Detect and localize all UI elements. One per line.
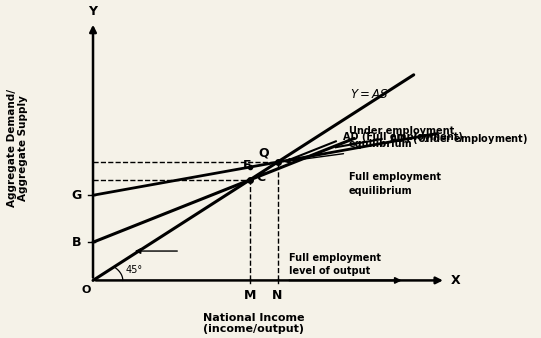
Text: Under employment
equilibrium: Under employment equilibrium bbox=[348, 125, 454, 149]
Text: X: X bbox=[450, 274, 460, 287]
Text: O: O bbox=[82, 285, 91, 295]
Text: Q: Q bbox=[259, 146, 269, 159]
Text: Aggregate Demand/
Aggregate Supply: Aggregate Demand/ Aggregate Supply bbox=[6, 89, 28, 207]
Text: G: G bbox=[71, 189, 82, 202]
Text: Y: Y bbox=[89, 4, 97, 18]
Text: AD$_1$ (Under employment): AD$_1$ (Under employment) bbox=[388, 132, 527, 146]
Text: Full employment
equilibrium: Full employment equilibrium bbox=[348, 172, 440, 196]
Text: N: N bbox=[272, 289, 283, 302]
Text: M: M bbox=[243, 289, 256, 302]
Text: $Y = AS$: $Y = AS$ bbox=[349, 88, 388, 101]
Text: B: B bbox=[72, 236, 82, 249]
Text: National Income
(income/output): National Income (income/output) bbox=[203, 313, 304, 334]
Text: F: F bbox=[243, 159, 252, 172]
Text: 45°: 45° bbox=[126, 265, 143, 274]
Text: AD (Full employment): AD (Full employment) bbox=[342, 132, 463, 142]
Text: C: C bbox=[256, 171, 266, 184]
Text: Full employment
level of output: Full employment level of output bbox=[289, 253, 381, 276]
